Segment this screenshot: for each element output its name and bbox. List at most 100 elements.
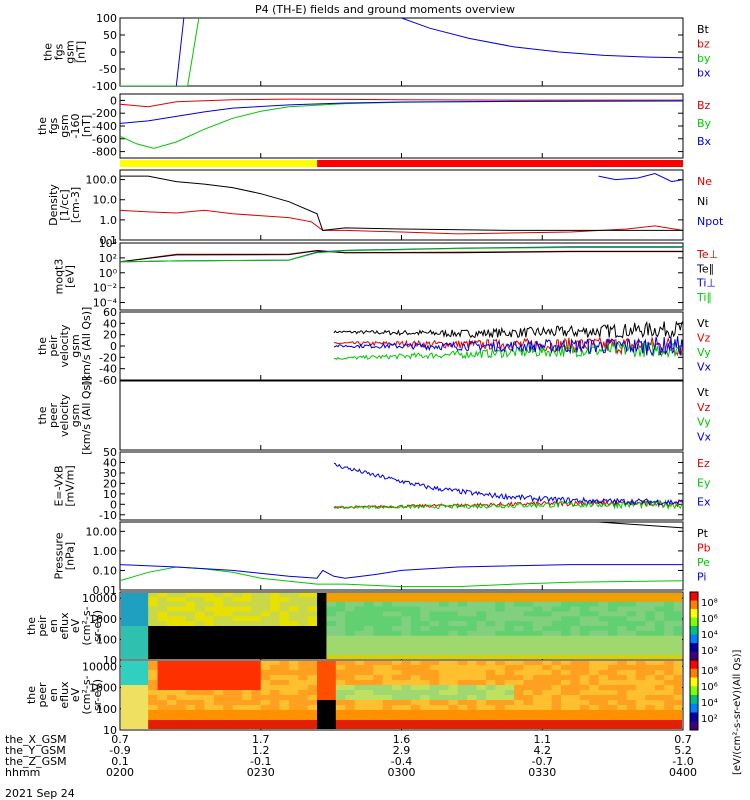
heatmap-cell <box>382 661 393 666</box>
series-group <box>333 462 683 510</box>
heatmap-cell <box>504 645 515 651</box>
heatmap-cell <box>363 670 374 676</box>
heatmap-cell <box>129 661 140 666</box>
heatmap-cell <box>260 725 271 729</box>
heatmap-cell <box>260 616 271 622</box>
heatmap-cell <box>561 616 571 622</box>
heatmap-cell <box>523 680 534 686</box>
heatmap-cell <box>251 680 262 686</box>
heatmap-cell <box>213 655 224 659</box>
heatmap-cell <box>176 593 187 598</box>
heatmap-cell <box>467 630 478 637</box>
heatmap-cell <box>532 640 543 646</box>
heatmap-cell <box>561 661 571 666</box>
heatmap-cell <box>121 655 130 659</box>
x-axis-value: -0.4 <box>391 755 412 768</box>
heatmap-cell <box>382 675 393 681</box>
heatmap-cell <box>121 695 130 701</box>
heatmap-cell <box>213 695 224 701</box>
heatmap-cell <box>673 616 682 622</box>
heatmap-cell <box>495 720 506 726</box>
y-axis-label-line: eflux <box>58 612 71 640</box>
heatmap-cell <box>185 606 196 612</box>
heatmap-cell <box>420 606 431 612</box>
heatmap-cell <box>138 695 149 701</box>
y-axis-label-line: [nT] <box>75 41 88 63</box>
series-line-Te∥ <box>120 250 683 263</box>
panel-2 <box>120 160 683 167</box>
heatmap-cell <box>420 621 431 627</box>
series-line-Vt <box>333 320 683 339</box>
heatmap-cell <box>467 650 478 656</box>
heatmap-cell <box>485 665 496 671</box>
heatmap-cell <box>410 710 421 716</box>
heatmap-cell <box>270 685 281 691</box>
heatmap-cell <box>448 606 459 612</box>
heatmap-cell <box>532 611 543 617</box>
heatmap-cell <box>542 710 553 716</box>
heatmap-cell <box>241 616 252 622</box>
heatmap-cell <box>636 626 646 632</box>
heatmap-cell <box>176 616 187 622</box>
legend-entry: Ni <box>697 195 708 208</box>
heatmap-cell <box>532 700 543 706</box>
heatmap-cell <box>626 695 637 701</box>
heatmap-cell <box>485 661 496 666</box>
heatmap-cell <box>204 635 215 642</box>
series-group <box>120 98 683 149</box>
heatmap-cell <box>542 626 553 632</box>
heatmap-cell <box>204 606 215 612</box>
series-group <box>120 18 683 86</box>
heatmap-cell <box>420 640 431 646</box>
heatmap-cell <box>561 650 571 656</box>
heatmap-cell <box>579 606 590 612</box>
heatmap-cell <box>551 596 562 603</box>
heatmap-cell <box>420 645 431 651</box>
heatmap-cell <box>626 690 637 696</box>
heatmap-cell <box>270 705 281 711</box>
heatmap-cell <box>439 705 449 711</box>
heatmap-cell <box>204 640 215 646</box>
heatmap-cell <box>223 665 234 671</box>
heatmap-cell <box>138 680 149 686</box>
heatmap-cell <box>476 596 487 603</box>
legend-entry: Ti⊥ <box>696 277 716 290</box>
heatmap-cell <box>392 725 402 729</box>
heatmap-cell <box>185 710 196 716</box>
heatmap-cell <box>457 715 468 721</box>
heatmap-cell <box>561 725 571 729</box>
heatmap-cell <box>476 655 487 659</box>
heatmap-cell <box>298 690 309 696</box>
heatmap-cell <box>589 616 600 622</box>
heatmap-cell <box>495 601 506 608</box>
heatmap-cell <box>232 670 243 676</box>
y-tick-label: 10⁻² <box>93 282 117 295</box>
heatmap-cell <box>495 593 506 598</box>
heatmap-cell <box>617 690 628 696</box>
heatmap-cell <box>392 630 402 637</box>
heatmap-cell <box>495 695 506 701</box>
heatmap-cell <box>495 690 506 696</box>
heatmap-cell <box>551 606 562 612</box>
heatmap-cell <box>129 601 140 608</box>
heatmap-cell <box>354 675 365 681</box>
y-tick-label: -40 <box>99 363 117 376</box>
heatmap-cell <box>223 611 234 617</box>
heatmap-cell <box>654 661 665 666</box>
heatmap-cell <box>138 690 149 696</box>
heatmap-cell <box>664 606 675 612</box>
heatmap-cell <box>673 680 682 686</box>
heatmap-cell <box>307 635 318 642</box>
heatmap-cell <box>673 700 682 706</box>
heatmap-cell <box>542 650 553 656</box>
heatmap-cell <box>241 601 252 608</box>
heatmap-cell <box>495 650 506 656</box>
heatmap-cell <box>598 593 609 598</box>
heatmap-cell <box>121 645 130 651</box>
heatmap-cell <box>476 601 487 608</box>
heatmap-cell <box>429 700 440 706</box>
heatmap-cell <box>121 630 130 637</box>
heatmap-cell <box>373 626 384 632</box>
